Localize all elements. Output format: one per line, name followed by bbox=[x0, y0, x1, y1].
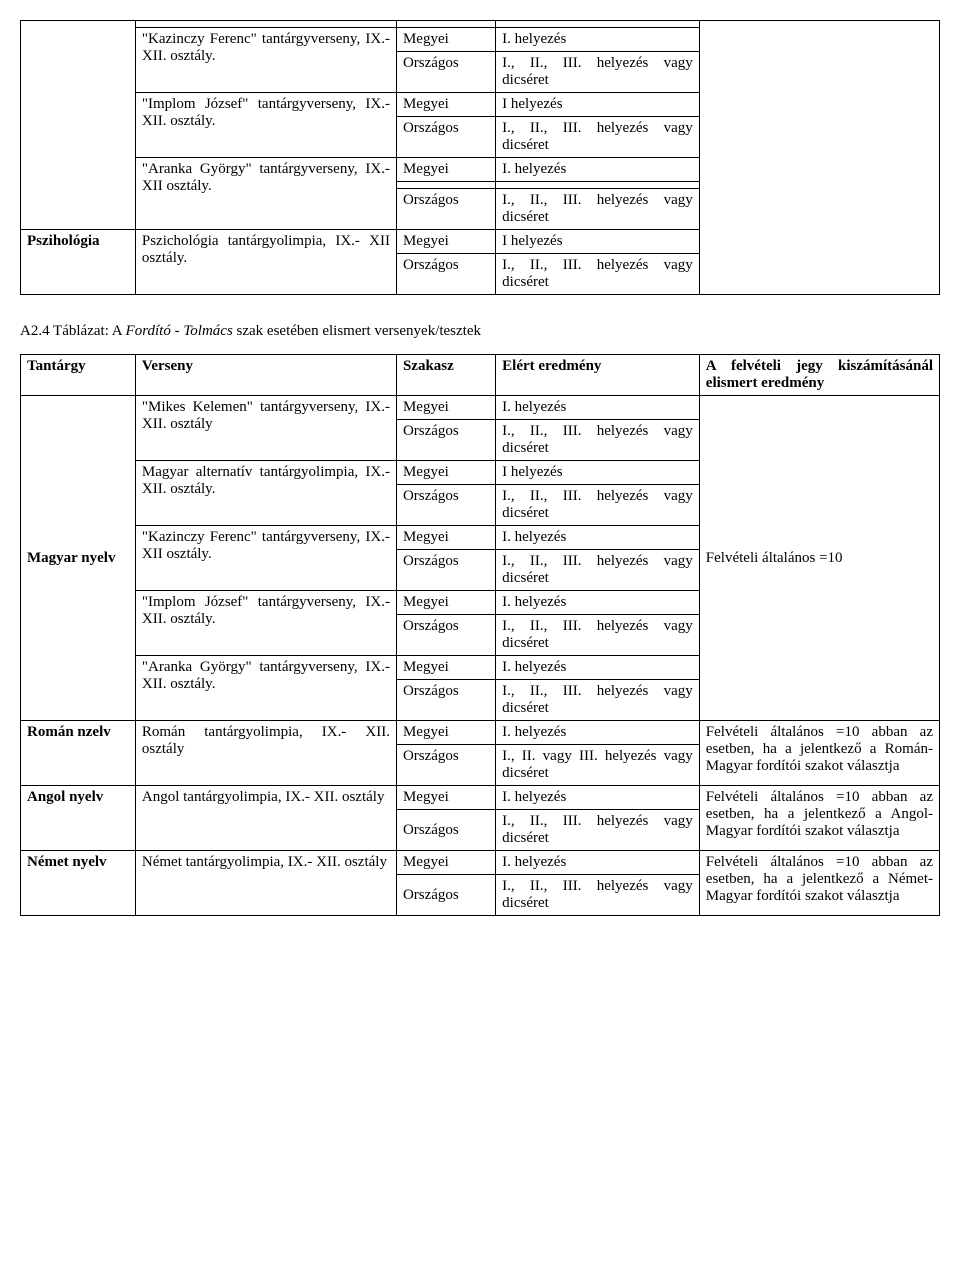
cell-subject bbox=[21, 21, 136, 230]
cell-result: I., II., III. helyezés vagy dicséret bbox=[496, 680, 700, 721]
table-row: Német nyelv Német tantárgyolimpia, IX.- … bbox=[21, 851, 940, 875]
cell-result: I., II., III. helyezés vagy dicséret bbox=[496, 189, 700, 230]
cell-stage: Országos bbox=[396, 189, 495, 230]
cell-stage: Megyei bbox=[396, 461, 495, 485]
table-header-row: Tantárgy Verseny Szakasz Elért eredmény … bbox=[21, 355, 940, 396]
cell-result: I. helyezés bbox=[496, 396, 700, 420]
cell-subject: Német nyelv bbox=[21, 851, 136, 916]
header-stage: Szakasz bbox=[396, 355, 495, 396]
cell-stage: Országos bbox=[396, 485, 495, 526]
table-2: Tantárgy Verseny Szakasz Elért eredmény … bbox=[20, 354, 940, 916]
cell-subject: Angol nyelv bbox=[21, 786, 136, 851]
cell-result: I. helyezés bbox=[496, 786, 700, 810]
cell-stage: Országos bbox=[396, 52, 495, 93]
cell-result: I. helyezés bbox=[496, 851, 700, 875]
cell-stage: Megyei bbox=[396, 158, 495, 182]
cell-comp: Pszichológia tantárgyolimpia, IX.- XII o… bbox=[135, 230, 396, 295]
cell-result bbox=[496, 182, 700, 189]
cell-comp: "Mikes Kelemen" tantárgyverseny, IX.- XI… bbox=[135, 396, 396, 461]
cell-result bbox=[496, 21, 700, 28]
cell-stage: Országos bbox=[396, 420, 495, 461]
cell-stage: Megyei bbox=[396, 656, 495, 680]
cell-result: I., II., III. helyezés vagy dicséret bbox=[496, 550, 700, 591]
cell-stage: Országos bbox=[396, 615, 495, 656]
cell-stage bbox=[396, 182, 495, 189]
cell-comp: "Kazinczy Ferenc" tantárgyverseny, IX.- … bbox=[135, 526, 396, 591]
cell-result: I. helyezés bbox=[496, 591, 700, 615]
cell-comp: Román tantárgyolimpia, IX.- XII. osztály bbox=[135, 721, 396, 786]
cell-stage: Országos bbox=[396, 875, 495, 916]
caption-italic: Fordító - Tolmács bbox=[126, 323, 233, 339]
table-row bbox=[21, 21, 940, 28]
cell-comp: "Kazinczy Ferenc" tantárgyverseny, IX.- … bbox=[135, 28, 396, 93]
cell-stage: Megyei bbox=[396, 28, 495, 52]
cell-result: I., II. vagy III. helyezés vagy dicséret bbox=[496, 745, 700, 786]
cell-comp: Angol tantárgyolimpia, IX.- XII. osztály bbox=[135, 786, 396, 851]
cell-comp: Német tantárgyolimpia, IX.- XII. osztály bbox=[135, 851, 396, 916]
table-row: Angol nyelv Angol tantárgyolimpia, IX.- … bbox=[21, 786, 940, 810]
cell-comp: Magyar alternatív tantárgyolimpia, IX.- … bbox=[135, 461, 396, 526]
cell-comp bbox=[135, 21, 396, 28]
header-grade: A felvételi jegy kiszámításánál elismert… bbox=[699, 355, 939, 396]
cell-result: I. helyezés bbox=[496, 526, 700, 550]
cell-result: I., II., III. helyezés vagy dicséret bbox=[496, 254, 700, 295]
caption: A2.4 Táblázat: A Fordító - Tolmács szak … bbox=[20, 323, 940, 340]
cell-grade: Felvételi általános =10 abban az esetben… bbox=[699, 851, 939, 916]
cell-grade bbox=[699, 21, 939, 295]
header-subject: Tantárgy bbox=[21, 355, 136, 396]
cell-result: I., II., III. helyezés vagy dicséret bbox=[496, 485, 700, 526]
cell-result: I., II., III. helyezés vagy dicséret bbox=[496, 615, 700, 656]
caption-prefix: A2.4 Táblázat: A bbox=[20, 323, 126, 339]
cell-stage: Megyei bbox=[396, 396, 495, 420]
cell-stage: Megyei bbox=[396, 851, 495, 875]
cell-grade: Felvételi általános =10 bbox=[699, 396, 939, 721]
cell-result: I. helyezés bbox=[496, 28, 700, 52]
cell-result: I. helyezés bbox=[496, 656, 700, 680]
cell-stage: Megyei bbox=[396, 786, 495, 810]
table-row: Magyar nyelv "Mikes Kelemen" tantárgyver… bbox=[21, 396, 940, 420]
cell-result: I helyezés bbox=[496, 230, 700, 254]
cell-stage: Országos bbox=[396, 254, 495, 295]
cell-stage: Országos bbox=[396, 810, 495, 851]
cell-result: I., II., III. helyezés vagy dicséret bbox=[496, 420, 700, 461]
cell-result: I helyezés bbox=[496, 93, 700, 117]
cell-comp: "Aranka György" tantárgyverseny, IX.- XI… bbox=[135, 656, 396, 721]
cell-stage: Megyei bbox=[396, 526, 495, 550]
header-result: Elért eredmény bbox=[496, 355, 700, 396]
cell-result: I. helyezés bbox=[496, 721, 700, 745]
header-comp: Verseny bbox=[135, 355, 396, 396]
cell-subject: Román nzelv bbox=[21, 721, 136, 786]
cell-stage: Megyei bbox=[396, 93, 495, 117]
cell-result: I., II., III. helyezés vagy dicséret bbox=[496, 810, 700, 851]
cell-grade: Felvételi általános =10 abban az esetben… bbox=[699, 721, 939, 786]
cell-stage: Országos bbox=[396, 745, 495, 786]
cell-stage: Országos bbox=[396, 680, 495, 721]
cell-stage: Országos bbox=[396, 550, 495, 591]
cell-stage: Megyei bbox=[396, 591, 495, 615]
cell-comp: "Implom József" tantárgyverseny, IX.- XI… bbox=[135, 591, 396, 656]
cell-result: I. helyezés bbox=[496, 158, 700, 182]
table-row: Román nzelv Román tantárgyolimpia, IX.- … bbox=[21, 721, 940, 745]
cell-result: I helyezés bbox=[496, 461, 700, 485]
cell-stage bbox=[396, 21, 495, 28]
cell-result: I., II., III. helyezés vagy dicséret bbox=[496, 117, 700, 158]
cell-subject: Pszihológia bbox=[21, 230, 136, 295]
cell-stage: Megyei bbox=[396, 721, 495, 745]
cell-result: I., II., III. helyezés vagy dicséret bbox=[496, 875, 700, 916]
cell-subject: Magyar nyelv bbox=[21, 396, 136, 721]
caption-suffix: szak esetében elismert versenyek/tesztek bbox=[233, 323, 481, 339]
cell-stage: Megyei bbox=[396, 230, 495, 254]
cell-comp: "Implom József" tantárgyverseny, IX.- XI… bbox=[135, 93, 396, 158]
table-1: "Kazinczy Ferenc" tantárgyverseny, IX.- … bbox=[20, 20, 940, 295]
cell-grade: Felvételi általános =10 abban az esetben… bbox=[699, 786, 939, 851]
cell-stage: Országos bbox=[396, 117, 495, 158]
cell-result: I., II., III. helyezés vagy dicséret bbox=[496, 52, 700, 93]
cell-comp: "Aranka György" tantárgyverseny, IX.- XI… bbox=[135, 158, 396, 230]
